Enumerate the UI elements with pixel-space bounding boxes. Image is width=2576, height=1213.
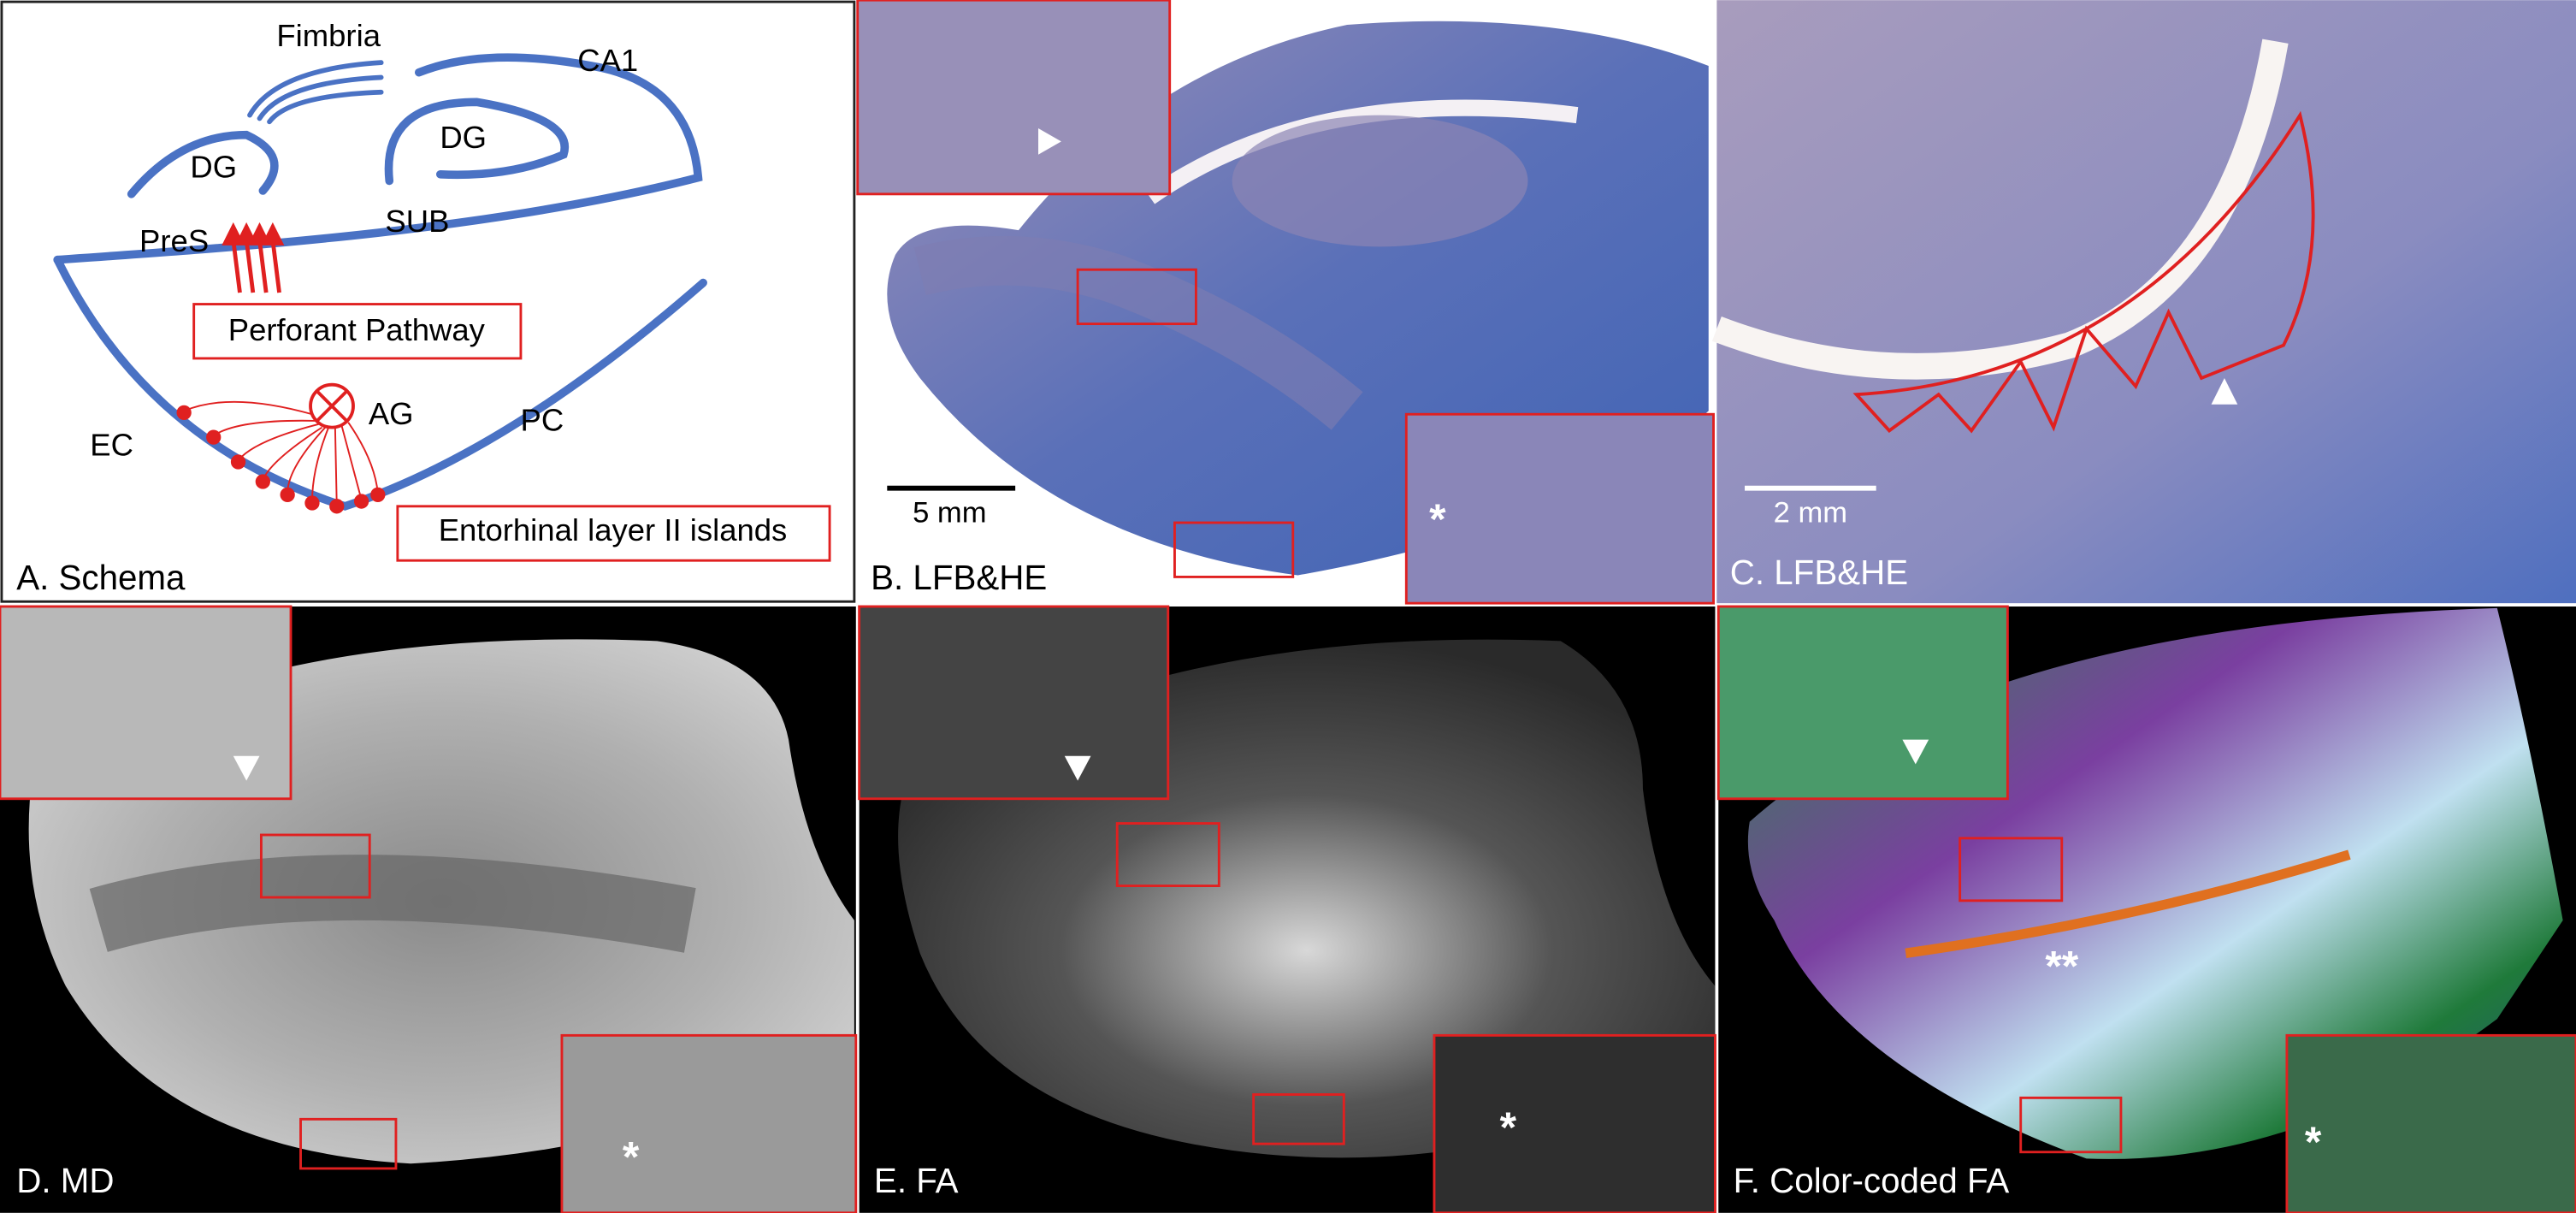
panel-f <box>1716 605 2576 1213</box>
schema-label: CA1 <box>577 43 638 78</box>
asterisk: ** <box>2045 943 2078 991</box>
panel-label: F. Color-coded FA <box>1734 1161 2010 1200</box>
scale-label: 2 mm <box>1774 497 1847 530</box>
asterisk: * <box>623 1133 640 1181</box>
panel-frame <box>0 0 856 603</box>
schema-label: PreS <box>139 223 209 258</box>
box-label: Perforant Pathway <box>228 312 486 347</box>
panel-label: A. Schema <box>16 558 186 597</box>
schema-label: DG <box>440 120 487 155</box>
islands <box>176 382 386 514</box>
asterisk: * <box>1429 495 1446 543</box>
panel-a <box>0 0 856 603</box>
panel-label: C. LFB&HE <box>1730 553 1908 592</box>
schema-label: AG <box>369 396 414 431</box>
schema-label: DG <box>190 150 237 185</box>
panel-label: D. MD <box>16 1161 114 1200</box>
panel-label: E. FA <box>874 1161 959 1200</box>
box-label: Entorhinal layer II islands <box>439 512 788 547</box>
panel-e <box>858 605 1716 1213</box>
panel-c <box>1711 0 2576 604</box>
schema-label: SUB <box>385 204 449 239</box>
asterisk: * <box>2305 1118 2322 1166</box>
scale-label: 5 mm <box>913 497 986 530</box>
panel-b <box>856 0 1715 605</box>
panel-label: B. LFB&HE <box>871 558 1047 597</box>
perforant-arrows <box>222 222 285 293</box>
schema-label: PC <box>521 402 564 437</box>
panel-d <box>0 605 858 1213</box>
box <box>192 303 523 360</box>
asterisk: * <box>1500 1104 1517 1151</box>
schema-label: Fimbria <box>276 18 381 53</box>
schema-label: EC <box>90 427 133 462</box>
box <box>396 505 831 562</box>
